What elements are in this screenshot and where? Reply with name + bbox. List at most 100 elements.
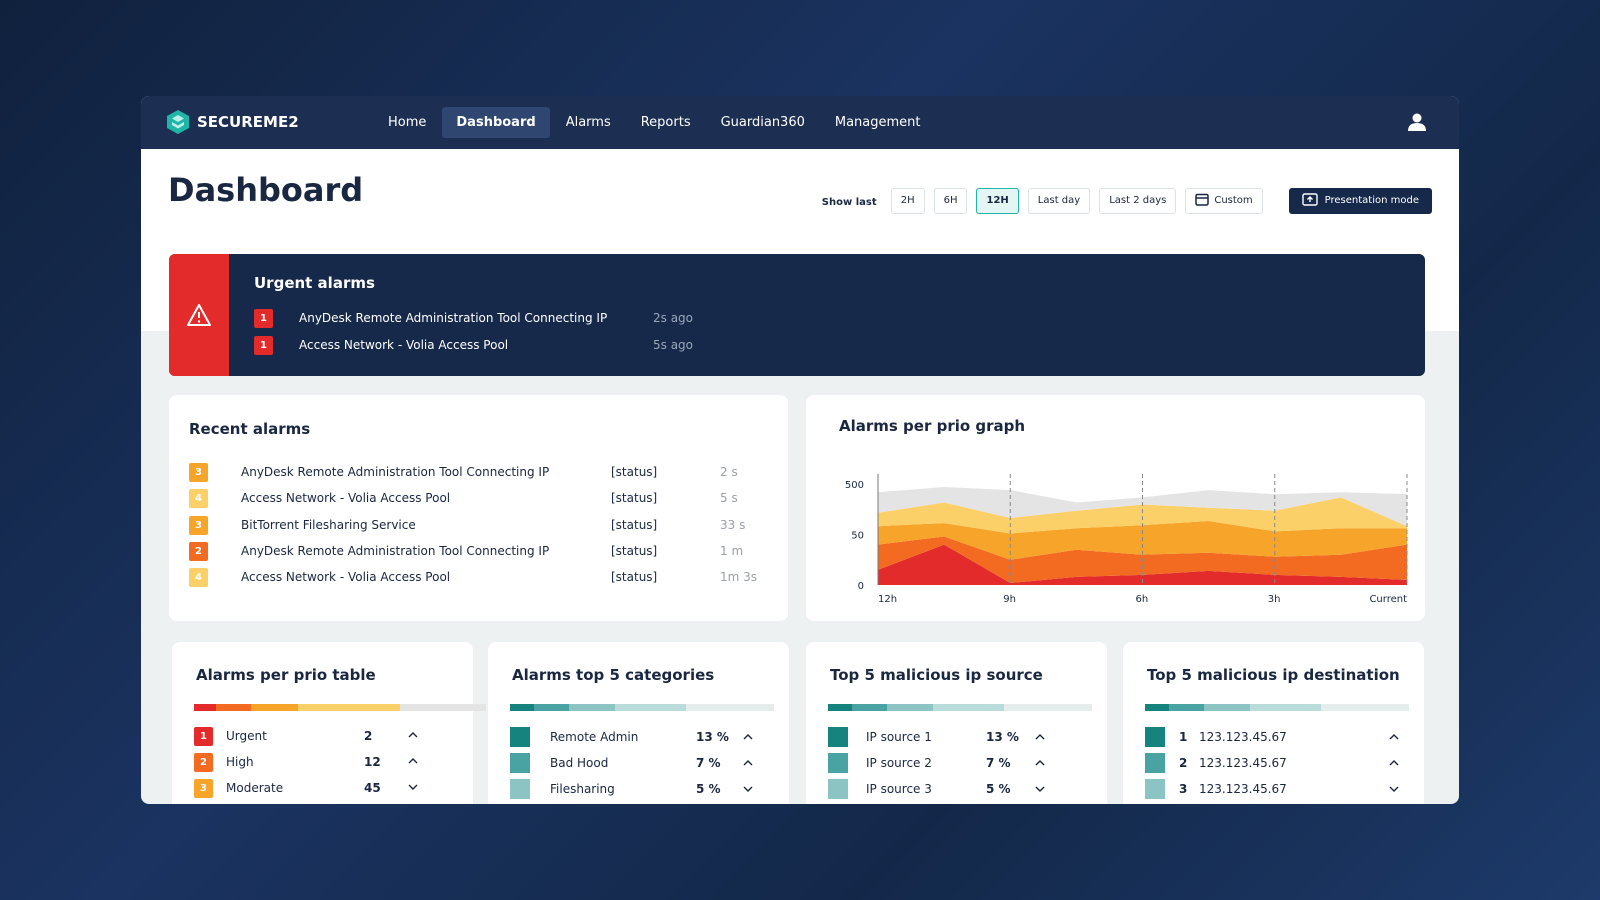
prio-badge: 3 (189, 515, 208, 535)
alarm-status: [status] (611, 570, 658, 585)
nav-item[interactable]: Guardian360 (720, 115, 805, 130)
row-ip: 123.123.45.67 (1199, 730, 1287, 744)
trend-toggle[interactable] (742, 757, 754, 769)
swatch (1145, 753, 1165, 773)
ip-source-card: Top 5 malicious ip source IP source 1 13 %… (806, 642, 1107, 804)
nav-item[interactable]: Alarms (565, 115, 611, 130)
nav-item[interactable]: Reports (640, 115, 691, 130)
trend-toggle[interactable] (407, 729, 419, 741)
alarm-name: AnyDesk Remote Administration Tool Conne… (241, 465, 550, 479)
card-title: Top 5 malicious ip destination (1147, 666, 1400, 684)
alarm-name: BitTorrent Filesharing Service (241, 517, 416, 532)
nav-item[interactable]: Dashboard (442, 107, 550, 138)
row-label: Moderate (226, 781, 284, 795)
prio-badge: 3 (189, 463, 208, 482)
trend-toggle[interactable] (407, 781, 419, 793)
y-tick-label: 50 (851, 531, 864, 542)
range-button[interactable]: Last day (1027, 187, 1091, 214)
trend-toggle[interactable] (1388, 783, 1400, 795)
distribution-segment (887, 704, 933, 711)
trend-toggle[interactable] (1034, 731, 1046, 743)
time-range: Show last 2H 6H 12H Last day Last 2 days Cust… (821, 187, 1432, 214)
brand: SECUREME2 (197, 113, 299, 131)
logo (167, 110, 189, 134)
presentation-button[interactable]: Presentation mode (1288, 187, 1432, 214)
nav-item[interactable]: Home (388, 115, 427, 130)
row-rank: 3 (1179, 782, 1188, 796)
alarm-name: Access Network - Volia Access Pool (241, 491, 451, 506)
alarm-time: 1 m (720, 543, 744, 558)
ip-destination-card: Top 5 malicious ip destination 1 123.123.4… (1123, 642, 1424, 804)
row-label: Bad Hood (550, 756, 609, 770)
range-button[interactable]: Custom (1185, 187, 1263, 214)
alarm-name: Access Network - Volia Access Pool (241, 570, 451, 585)
nav-menu: Home Dashboard Alarms Reports Guardian360 Man… (374, 107, 937, 138)
distribution-segment (933, 704, 1004, 711)
trend-toggle[interactable] (407, 755, 419, 767)
distribution-segment (686, 704, 774, 711)
chevron (1389, 786, 1399, 792)
screen-arrow (1306, 195, 1313, 202)
trend-toggle[interactable] (1034, 757, 1046, 769)
urgent-strip (169, 254, 229, 376)
row-label: IP source 2 (866, 756, 932, 770)
trend-toggle[interactable] (1034, 783, 1046, 795)
row-count: 2 (364, 729, 373, 743)
prio-badge: 1 (194, 727, 213, 746)
trend-toggle[interactable] (1388, 731, 1400, 743)
screen-frame (1301, 192, 1318, 206)
alarm-name: AnyDesk Remote Administration Tool Conne… (241, 543, 550, 558)
show-last-label: Show last (821, 197, 877, 208)
trend-toggle[interactable] (742, 731, 754, 743)
range-button[interactable]: 12H (976, 187, 1019, 214)
chart: Alarms per prio graph 0 50 500 12h 9h 6h 3h Cur… (839, 417, 1408, 605)
row-label: Filesharing (550, 782, 615, 796)
swatch (1145, 727, 1165, 747)
trend-toggle[interactable] (742, 783, 754, 795)
chart-title: Alarms per prio graph (839, 417, 1025, 435)
nav-item[interactable]: Management (834, 115, 921, 130)
distribution-segment (1145, 704, 1169, 711)
chevron (1035, 786, 1045, 792)
row-label: IP source 1 (866, 730, 932, 744)
row-ip: 123.123.45.67 (1199, 756, 1287, 770)
distribution-segment (534, 704, 569, 711)
chevron (1035, 734, 1045, 740)
prio-badge: 3 (194, 779, 213, 798)
x-tick-label: 12h (878, 594, 897, 605)
range-label: 6H (943, 194, 958, 206)
chevron (1389, 760, 1399, 766)
range-label: Last day (1037, 194, 1081, 206)
row-share: 5 % (986, 782, 1011, 796)
row-count: 45 (364, 781, 381, 795)
distribution-segment (216, 704, 251, 711)
alarm-status: [status] (611, 491, 658, 506)
alarm-time: 33 s (720, 517, 746, 532)
user-icon[interactable] (1407, 112, 1427, 132)
prio-badge: 2 (189, 541, 208, 561)
range-button[interactable]: 2H (890, 187, 925, 214)
range-button[interactable]: 6H (933, 187, 968, 214)
row-share: 5 % (696, 782, 721, 796)
swatch (510, 753, 530, 773)
swatch (1145, 779, 1165, 799)
prio-badge: 2 (194, 753, 213, 772)
card-title: Top 5 malicious ip source (830, 666, 1043, 684)
chevron (743, 734, 753, 740)
recent-panel: Recent alarms 3 AnyDesk Remote Administra… (169, 395, 788, 621)
prio-table-card: Alarms per prio table 1 Urgent 2 2 High 12 3 Mod… (172, 642, 486, 804)
distribution-segment (1250, 704, 1321, 711)
trend-toggle[interactable] (1388, 757, 1400, 769)
row-share: 7 % (696, 756, 721, 770)
swatch (828, 727, 848, 747)
chevron (408, 784, 418, 790)
row-label: IP source 3 (866, 782, 932, 796)
page-title: Dashboard (168, 171, 364, 209)
card-title: Alarms top 5 categories (512, 666, 715, 684)
range-button[interactable]: Last 2 days (1099, 187, 1177, 214)
alarm-name: AnyDesk Remote Administration Tool Conne… (299, 311, 608, 325)
alarm-time: 5 s (720, 491, 738, 506)
warning-icon (187, 304, 211, 326)
x-tick-label: 6h (1136, 594, 1149, 605)
chevron (1035, 760, 1045, 766)
